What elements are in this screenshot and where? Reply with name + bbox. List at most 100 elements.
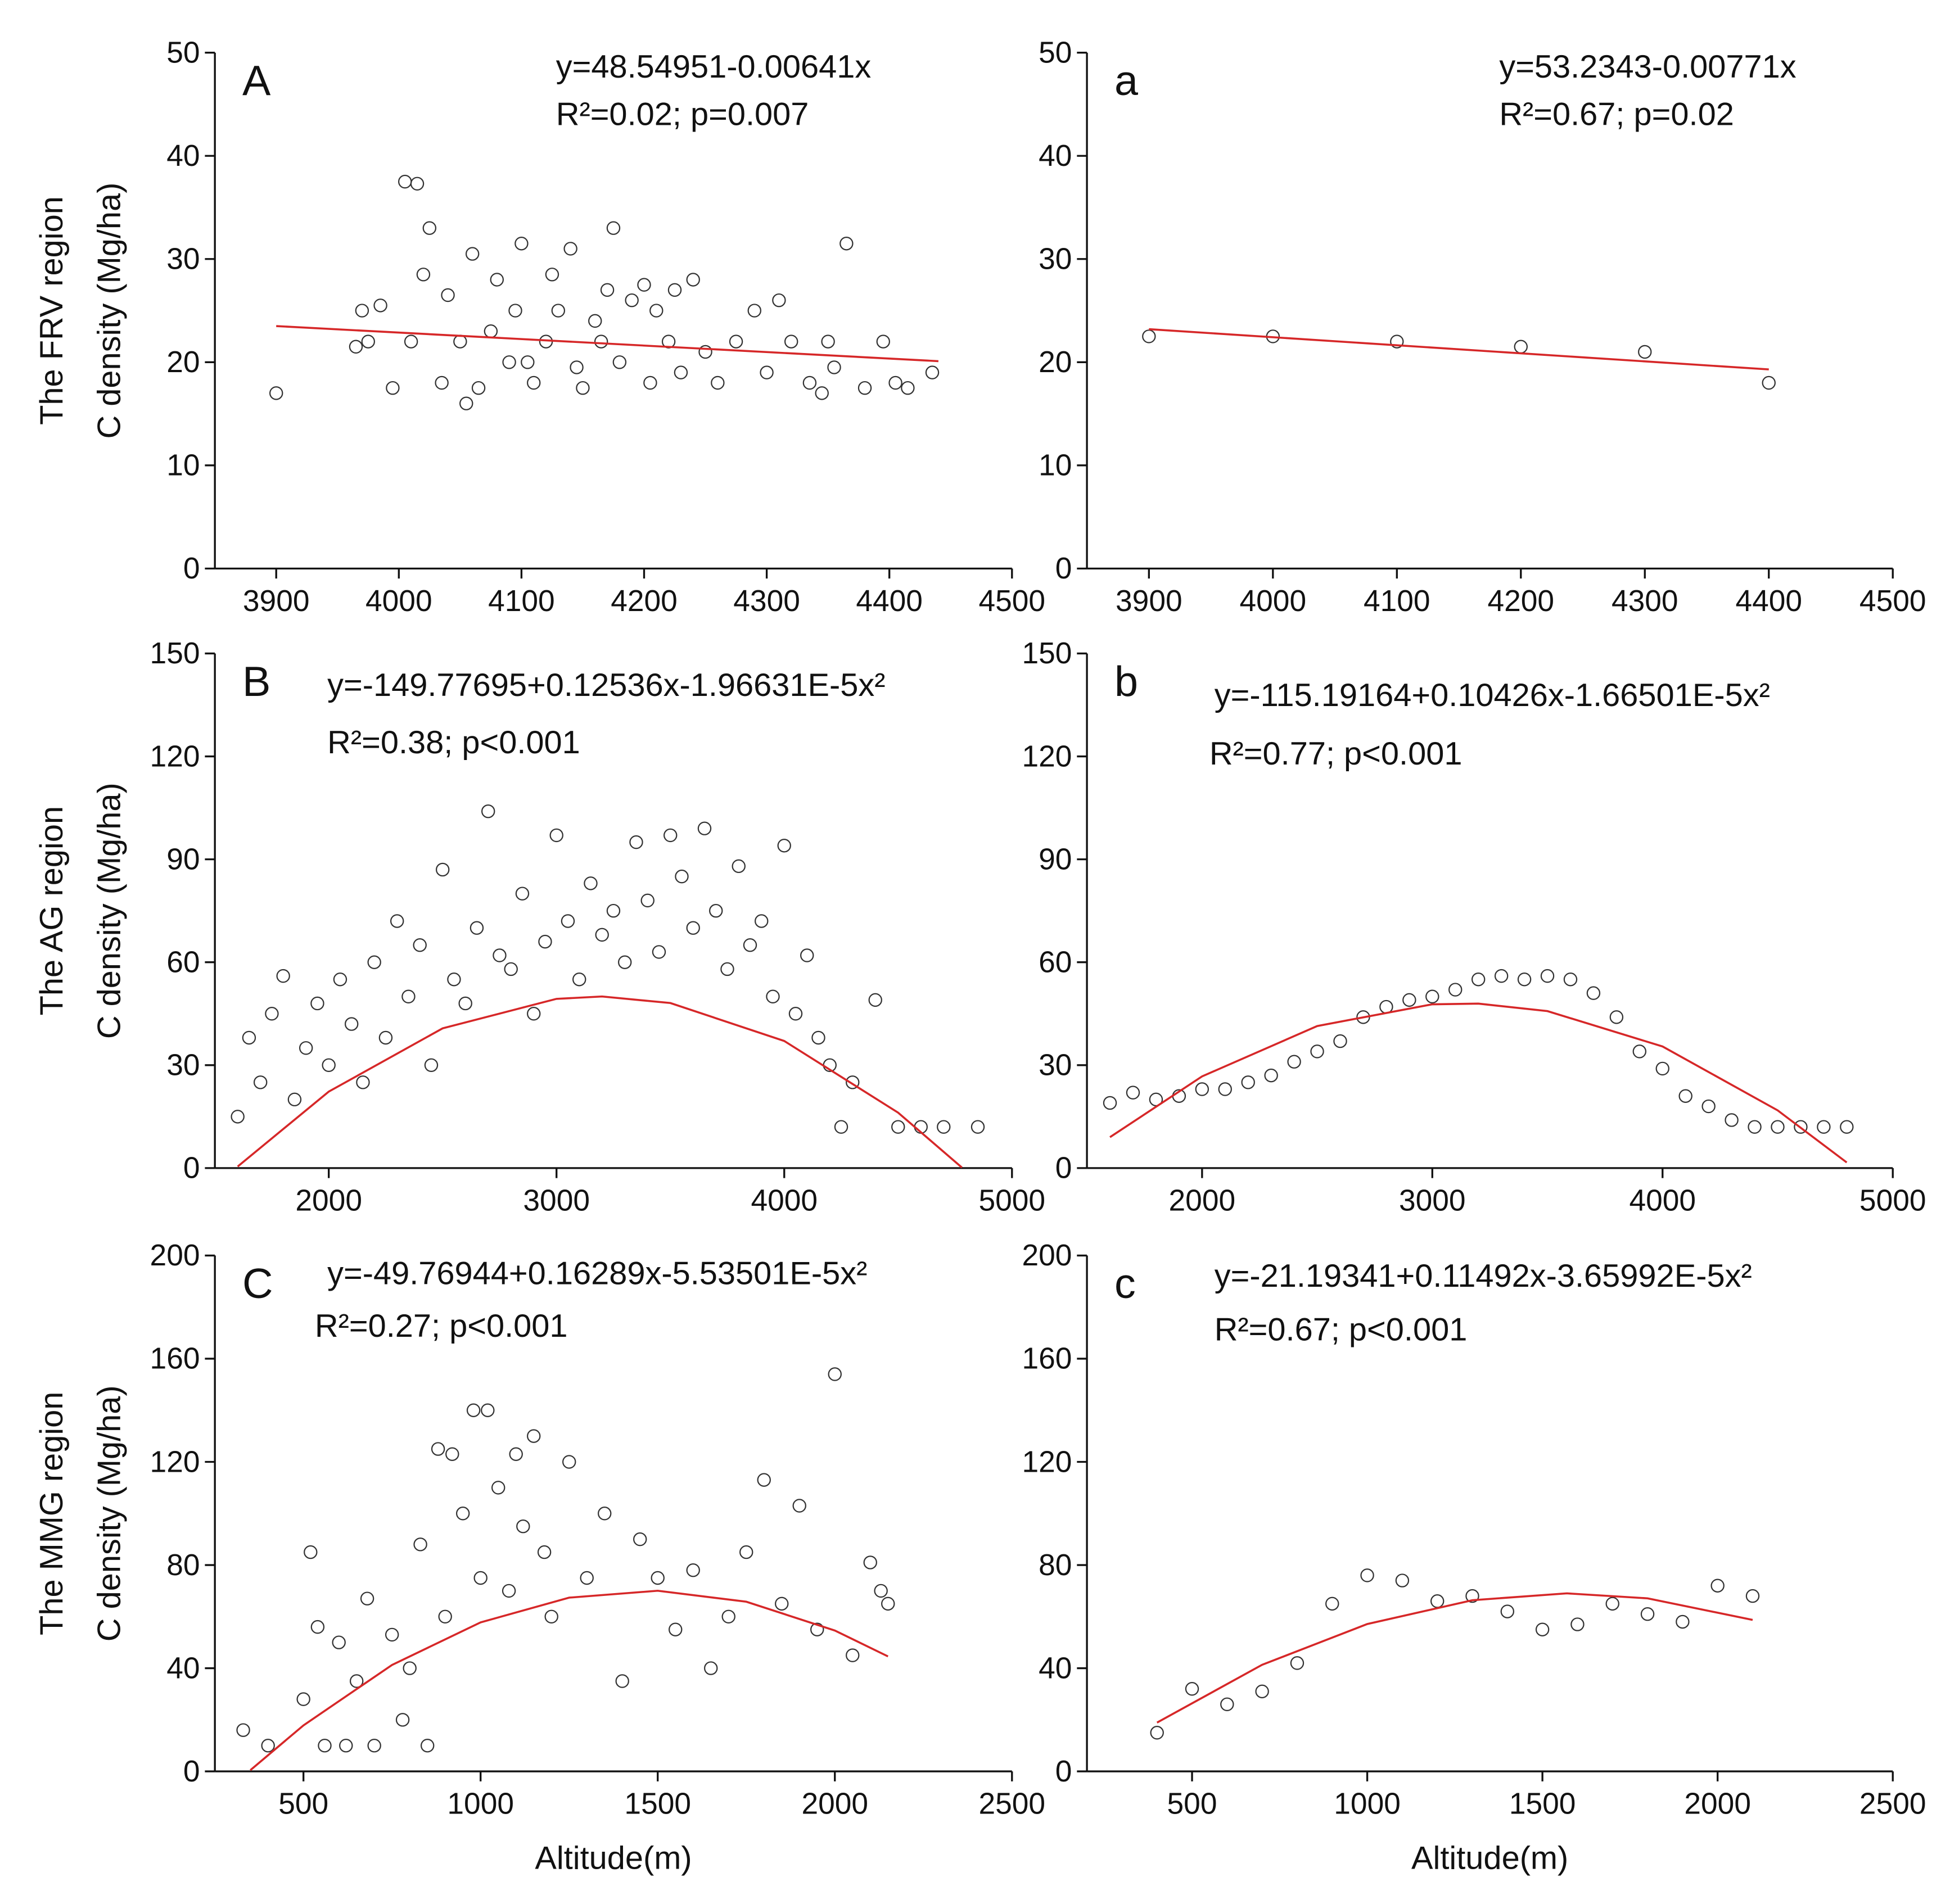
y-tick-label: 200 xyxy=(1022,1239,1072,1272)
point xyxy=(652,945,666,959)
point xyxy=(491,1481,505,1495)
point xyxy=(1287,1055,1301,1069)
point xyxy=(441,288,455,302)
point xyxy=(827,360,841,374)
point xyxy=(349,1674,364,1688)
point xyxy=(667,283,682,297)
point xyxy=(404,334,418,349)
point xyxy=(846,1075,860,1089)
point xyxy=(526,1429,541,1443)
point xyxy=(299,1041,313,1055)
point xyxy=(606,903,621,918)
point xyxy=(881,1597,895,1611)
point xyxy=(772,293,786,307)
y-tick-label: 40 xyxy=(1039,1652,1072,1685)
x-tick-label: 500 xyxy=(278,1788,328,1821)
point xyxy=(231,1110,245,1124)
point xyxy=(1220,1697,1234,1712)
point xyxy=(236,1723,250,1737)
point xyxy=(606,221,621,235)
point xyxy=(438,1609,452,1624)
x-axis-label: Altitude(m) xyxy=(535,1840,692,1876)
point xyxy=(1640,1607,1655,1621)
y-tick-label: 90 xyxy=(166,843,200,876)
y-tick-label: 20 xyxy=(166,346,200,379)
point xyxy=(322,1058,336,1073)
x-tick-label: 4300 xyxy=(733,585,800,618)
point xyxy=(839,237,854,251)
point xyxy=(1638,345,1652,359)
fit-line xyxy=(237,995,963,1169)
point xyxy=(729,334,743,349)
point xyxy=(828,1367,842,1381)
y-tick-label: 150 xyxy=(150,637,200,670)
point xyxy=(526,1007,541,1021)
x-tick-label: 4500 xyxy=(978,585,1045,618)
x-tick-label: 2000 xyxy=(1169,1184,1236,1217)
point xyxy=(537,1545,552,1559)
point xyxy=(373,299,387,313)
point xyxy=(1241,1075,1255,1089)
point xyxy=(508,304,522,318)
y-tick-label: 160 xyxy=(1022,1342,1072,1376)
point xyxy=(1150,1726,1164,1740)
x-axis-label: Altitude(m) xyxy=(1411,1840,1568,1876)
point xyxy=(367,1738,381,1753)
x-tick-label: 4100 xyxy=(1364,585,1430,618)
equation: y=-21.19341+0.11492x-3.65992E-5x² xyxy=(1215,1258,1752,1294)
point xyxy=(459,396,473,410)
point xyxy=(1701,1099,1716,1114)
point xyxy=(792,1499,806,1513)
y-tick-label: 160 xyxy=(150,1342,200,1376)
point xyxy=(698,345,712,359)
point xyxy=(598,1507,612,1521)
point xyxy=(339,1738,353,1753)
y-tick-label: 50 xyxy=(1039,36,1072,69)
y-tick-label: 40 xyxy=(1039,139,1072,173)
point xyxy=(747,304,761,318)
point xyxy=(686,273,700,287)
point xyxy=(615,1674,629,1688)
x-tick-label: 4000 xyxy=(1240,585,1307,618)
point xyxy=(493,948,507,962)
x-tick-label: 2000 xyxy=(1684,1788,1751,1821)
point xyxy=(925,365,940,379)
point xyxy=(739,1545,753,1559)
y-tick-label: 30 xyxy=(1039,1049,1072,1082)
point xyxy=(276,969,290,983)
point xyxy=(1395,1573,1410,1588)
point xyxy=(1195,1082,1209,1096)
point xyxy=(431,1442,445,1456)
point xyxy=(777,838,791,853)
x-tick-label: 4400 xyxy=(856,585,923,618)
point xyxy=(378,1030,393,1045)
point xyxy=(876,334,890,349)
fit-line xyxy=(1156,1592,1753,1724)
fit-stats: R²=0.67; p<0.001 xyxy=(1215,1312,1468,1348)
point xyxy=(1290,1656,1305,1670)
y-tick-label: 30 xyxy=(166,1049,200,1082)
fit-stats: R²=0.77; p<0.001 xyxy=(1209,736,1463,772)
panel-label: A xyxy=(242,57,271,105)
point xyxy=(570,360,584,374)
panel: 0 10 20 30 40 50 3900 4000 4100 4200 4300 4400 4500 a… xyxy=(1039,36,1926,617)
x-tick-label: 4200 xyxy=(1487,585,1554,618)
point xyxy=(1586,986,1601,1000)
y-tick-label: 10 xyxy=(1039,449,1072,482)
x-tick-label: 2000 xyxy=(801,1788,868,1821)
y-tick-label: 150 xyxy=(1022,637,1072,670)
point xyxy=(784,334,798,349)
panel-label: a xyxy=(1114,57,1138,105)
y-axis-label: The FRV region xyxy=(34,196,70,425)
point xyxy=(1540,969,1555,983)
point xyxy=(455,1507,470,1521)
point xyxy=(490,273,504,287)
fit-stats: R²=0.27; p<0.001 xyxy=(315,1308,568,1344)
point xyxy=(261,1738,275,1753)
point xyxy=(1448,983,1463,997)
panel-label: c xyxy=(1114,1260,1136,1308)
point xyxy=(1655,1061,1669,1076)
x-tick-label: 4100 xyxy=(488,585,555,618)
point xyxy=(595,928,609,942)
